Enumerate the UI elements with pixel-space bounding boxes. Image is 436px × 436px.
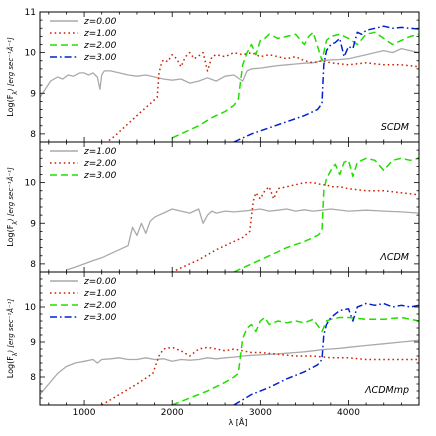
y-tick-label: 9 — [30, 89, 36, 99]
legend-label-3: z=3.00 — [83, 313, 117, 323]
y-axis-label-units: ) [erg sec⁻¹Å⁻¹] — [6, 167, 15, 222]
y-tick-label: 8 — [30, 260, 36, 270]
y-axis-label-main: Log(F — [6, 356, 15, 378]
series-group — [66, 157, 419, 272]
legend-label-2: z=2.00 — [83, 301, 117, 311]
y-tick-label: 10 — [25, 179, 37, 189]
y-axis-label: Log(Fλ) [erg sec⁻¹Å⁻¹] — [6, 299, 19, 379]
x-tick-label: 4000 — [337, 408, 360, 418]
panel-scdm: 8 9 10 11 Log(Fλ) [erg sec⁻¹Å⁻¹] z=0.00 z=1.00… — [6, 8, 420, 143]
series-line-2 — [171, 31, 419, 139]
model-label: ΛCDM — [379, 252, 409, 263]
y-tick-label: 8 — [30, 130, 36, 140]
legend-label-2: z=2.00 — [83, 41, 117, 51]
legend: z=1.00 z=2.00 z=3.00 — [50, 147, 117, 181]
x-tick-label: 3000 — [249, 408, 272, 418]
x-tick-label: 1000 — [73, 408, 96, 418]
series-line-3 — [233, 25, 419, 142]
y-tick-label: 10 — [25, 303, 37, 313]
series-line-3 — [233, 302, 419, 405]
model-label: SCDM — [381, 122, 409, 133]
y-axis-label: Log(Fλ) [erg sec⁻¹Å⁻¹] — [6, 37, 19, 117]
x-axis: λ [Å] 1000 2000 3000 4000 — [73, 408, 361, 427]
x-tick-label: 2000 — [161, 408, 184, 418]
series-line-0 — [66, 208, 419, 271]
series-group — [40, 25, 419, 142]
y-tick-label: 10 — [25, 49, 37, 59]
y-axis-label-sub: λ — [12, 352, 19, 356]
series-line-0 — [40, 339, 419, 395]
panel-frame — [39, 271, 420, 406]
legend-label-1: z=2.00 — [83, 159, 117, 169]
y-tick-label: 9 — [30, 219, 36, 229]
series-line-1 — [101, 346, 419, 405]
model-label: ΛCDMmp — [364, 385, 409, 396]
y-axis-label: Log(Fλ) [erg sec⁻¹Å⁻¹] — [6, 167, 19, 247]
legend-label-1: z=1.00 — [83, 289, 117, 299]
series-line-2 — [171, 316, 419, 405]
y-axis-label-main: Log(F — [6, 224, 15, 246]
y-tick-label: 8 — [30, 373, 36, 383]
y-axis-label-sub: λ — [12, 221, 19, 225]
legend-label-2: z=3.00 — [83, 171, 117, 181]
y-axis-label-sub: λ — [12, 91, 19, 95]
legend-label-0: z=0.00 — [83, 277, 117, 287]
legend-label-0: z=1.00 — [83, 147, 117, 157]
y-axis-label-units: ) [erg sec⁻¹Å⁻¹] — [6, 299, 15, 354]
legend: z=0.00 z=1.00 z=2.00 z=3.00 — [50, 277, 117, 323]
x-ticks — [48, 142, 420, 272]
legend-label-3: z=3.00 — [83, 53, 117, 63]
series-line-0 — [40, 47, 419, 98]
series-line-2 — [233, 157, 419, 272]
series-group — [40, 302, 419, 405]
y-tick-label: 11 — [25, 8, 36, 18]
y-axis-label-main: Log(F — [6, 94, 15, 116]
y-axis-label-units: ) [erg sec⁻¹Å⁻¹] — [6, 37, 15, 92]
series-line-1 — [105, 51, 419, 142]
legend-label-1: z=1.00 — [83, 29, 117, 39]
x-ticks — [48, 272, 420, 405]
legend-label-0: z=0.00 — [83, 17, 117, 27]
y-ticks — [40, 11, 419, 143]
x-axis-label: λ [Å] — [229, 416, 248, 427]
y-tick-label: 9 — [30, 338, 36, 348]
y-ticks — [40, 271, 419, 406]
legend: z=0.00 z=1.00 z=2.00 z=3.00 — [50, 17, 117, 63]
